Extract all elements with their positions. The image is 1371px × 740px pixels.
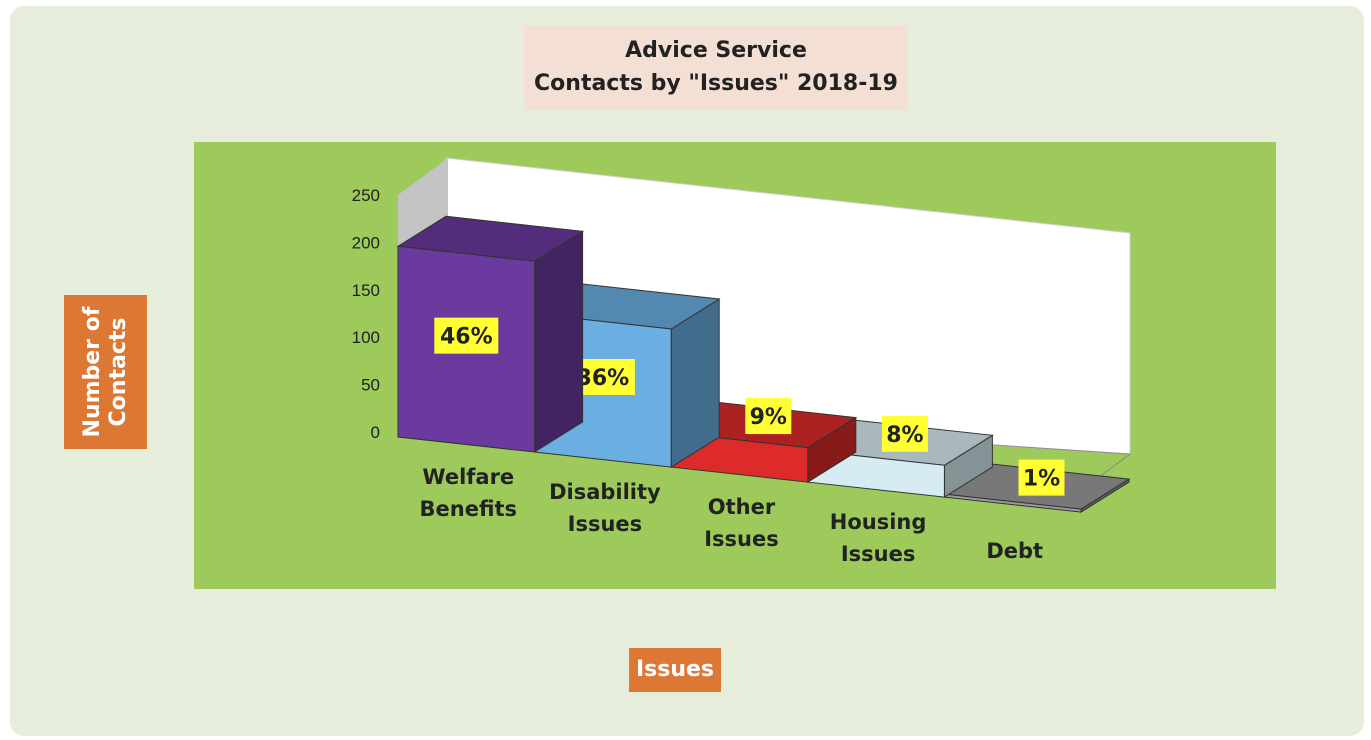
chart-title-line-1: Advice Service (625, 38, 807, 63)
chart-title: Advice Service Contacts by "Issues" 2018… (524, 26, 908, 110)
data-label: 9% (750, 405, 787, 430)
x-tick-label: Disability Issues (549, 480, 661, 536)
x-tick-label-line-2: Issues (841, 542, 916, 566)
y-tick-label: 0 (371, 423, 380, 442)
data-label: 46% (440, 325, 493, 350)
y-axis-label-box: Number of Contacts (64, 295, 147, 449)
x-tick-label-line-1: Housing (830, 510, 927, 534)
data-label: 36% (577, 366, 630, 391)
chart-title-line-2: Contacts by "Issues" 2018-19 (534, 71, 898, 96)
data-label-box (434, 317, 499, 354)
x-tick-label: Other Issues (704, 495, 779, 551)
bar-side (534, 230, 584, 453)
x-tick-label-line-1: Debt (986, 539, 1043, 563)
x-tick-label: Welfare Benefits (420, 465, 518, 521)
y-tick-label: 200 (352, 233, 380, 252)
x-tick-label-line-1: Disability (549, 480, 661, 504)
x-tick-label: Housing Issues (830, 510, 927, 566)
y-tick-label: 100 (352, 328, 380, 347)
x-tick-label-line-2: Issues (568, 512, 643, 536)
data-label: 8% (886, 423, 923, 448)
x-tick-label-line-1: Other (708, 495, 776, 519)
y-tick-label: 250 (352, 186, 380, 205)
y-tick-label: 50 (361, 376, 380, 395)
x-axis-label: Issues (629, 648, 721, 692)
y-tick-label: 150 (352, 281, 380, 300)
data-label-box (881, 415, 928, 452)
x-tick-label-line-1: Welfare (422, 465, 514, 489)
data-label-box (745, 398, 792, 435)
data-label-box (1018, 459, 1065, 496)
x-tick-label-line-2: Benefits (420, 497, 518, 521)
data-label: 1% (1023, 467, 1060, 492)
x-tick-label: Debt (986, 539, 1043, 563)
x-tick-label-line-2: Issues (704, 527, 779, 551)
